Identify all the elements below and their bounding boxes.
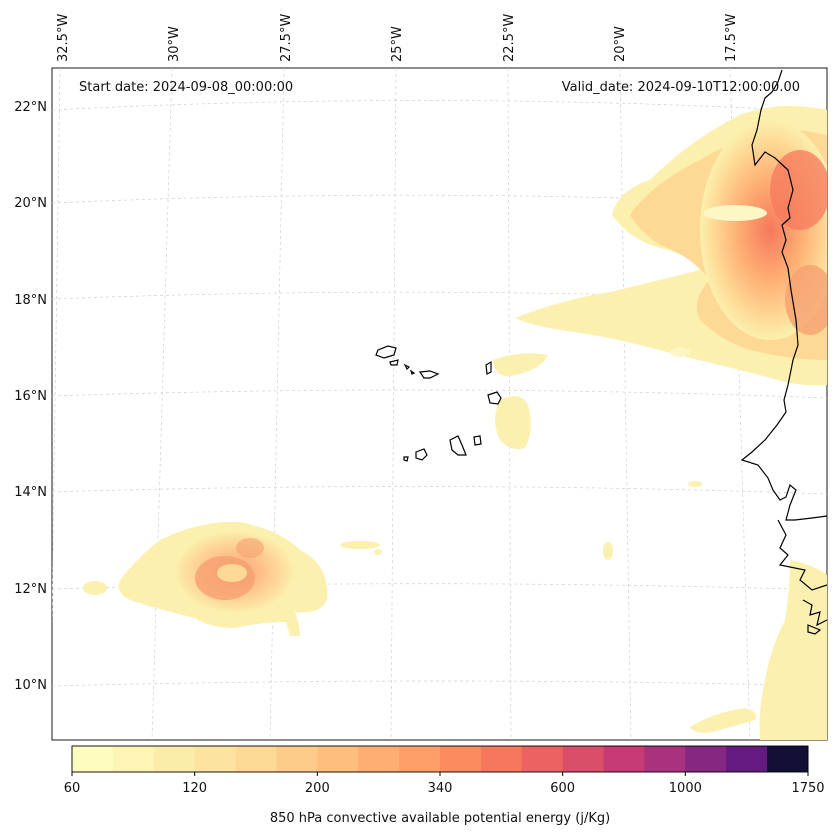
lon-label: 30°W (167, 26, 182, 62)
colorbar-cell (603, 746, 645, 772)
latitude-labels: 22°N 20°N 18°N 16°N 14°N 12°N 10°N (14, 100, 47, 693)
colorbar-tick-label: 1750 (791, 781, 824, 796)
lat-label: 14°N (14, 485, 47, 500)
colorbar-cell (317, 746, 359, 772)
lat-label: 22°N (14, 100, 47, 115)
lat-label: 12°N (14, 582, 47, 597)
lon-label: 17.5°W (724, 14, 739, 62)
coastlines (375, 69, 827, 635)
colorbar-cell (112, 746, 155, 772)
longitude-labels: 32.5°W 30°W 27.5°W 25°W 22.5°W 20°W 17.5… (56, 14, 739, 62)
colorbar-cell (235, 746, 277, 772)
start-date-label: Start date: 2024-09-08_00:00:00 (79, 80, 293, 95)
cape-field-northeast (515, 106, 827, 386)
colorbar-cell (72, 746, 114, 772)
colorbar-cell (521, 746, 564, 772)
lon-label: 22.5°W (502, 14, 517, 62)
colorbar-cell (644, 746, 686, 772)
lon-label: 25°W (390, 26, 405, 62)
colorbar-cell (153, 746, 196, 772)
colorbar-cell (194, 746, 237, 772)
valid-date-label: Valid_date: 2024-09-10T12:00:00.00 (562, 80, 800, 95)
colorbar-cell (440, 746, 482, 772)
cape-field-southwest (83, 521, 328, 636)
colorbar-label: 850 hPa convective available potential e… (270, 811, 610, 826)
cape-field-central (340, 353, 702, 560)
colorbar-cell (685, 746, 727, 772)
colorbar-tick-label: 200 (305, 781, 330, 796)
colorbar-cell (562, 746, 605, 772)
colorbar-cell (399, 746, 441, 772)
lat-label: 20°N (14, 196, 47, 211)
colorbar-tick-label: 120 (182, 781, 207, 796)
colorbar-cell (480, 746, 523, 772)
lat-label: 18°N (14, 293, 47, 308)
colorbar-tick-label: 60 (64, 781, 81, 796)
colorbar-cell (276, 746, 318, 772)
lon-label: 20°W (613, 26, 628, 62)
colorbar-tick-label: 340 (428, 781, 453, 796)
colorbar-cell (358, 746, 400, 772)
lon-label: 27.5°W (279, 14, 294, 62)
lat-label: 10°N (14, 678, 47, 693)
colorbar: 60 120 200 340 600 1000 1750 (64, 745, 825, 796)
colorbar-cell (726, 746, 768, 772)
colorbar-cell (767, 746, 809, 772)
cape-field-southeast (690, 560, 827, 740)
colorbar-tick-label: 1000 (669, 781, 702, 796)
colorbar-tick-label: 600 (550, 781, 575, 796)
graticule (52, 68, 827, 740)
lon-label: 32.5°W (56, 14, 71, 62)
lat-label: 16°N (14, 389, 47, 404)
